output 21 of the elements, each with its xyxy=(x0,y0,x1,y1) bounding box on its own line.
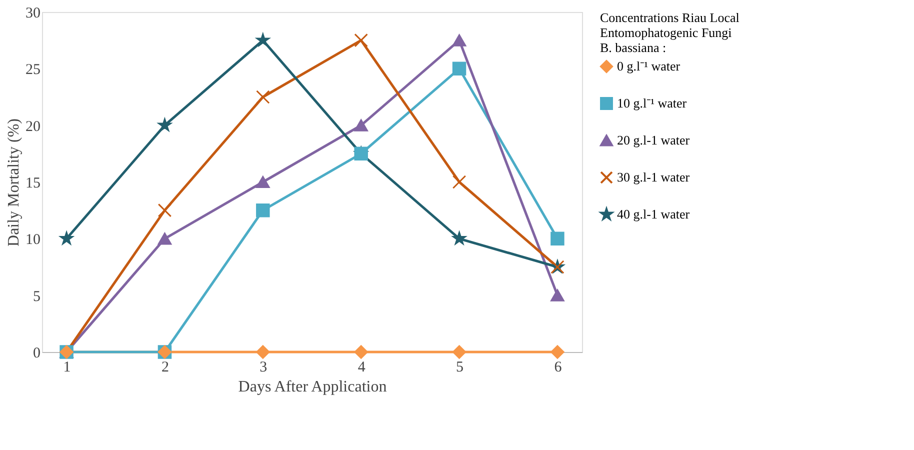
y-tick-label: 0 xyxy=(33,346,40,362)
y-tick-label: 20 xyxy=(26,118,40,135)
x-tick-label: 4 xyxy=(358,360,366,376)
y-tick-label: 10 xyxy=(26,232,40,248)
legend-title: Concentrations Riau Local Entomophatogenic Fungi B. bassiana : xyxy=(600,10,740,55)
x-tick-label: 1 xyxy=(63,360,71,376)
y-tick-label: 5 xyxy=(33,288,40,305)
x-tick-label: 6 xyxy=(554,360,562,376)
legend-label: 30 g.l-1 water xyxy=(617,170,690,184)
y-tick-label: 30 xyxy=(26,6,40,22)
x-axis-title: Days After Application xyxy=(238,378,387,396)
x-tick-label: 2 xyxy=(161,360,169,376)
legend-label: 0 g.l⁻¹ water xyxy=(617,58,681,74)
y-axis-title: Daily Mortality (%) xyxy=(6,118,22,246)
y-tick-label: 25 xyxy=(26,62,40,78)
legend-label: 20 g.l-1 water xyxy=(617,132,690,148)
legend-label: 10 g.l⁻¹ water xyxy=(617,96,688,110)
x-tick-label: 3 xyxy=(260,360,268,376)
x-tick-label: 5 xyxy=(456,360,464,376)
y-tick-label: 15 xyxy=(26,176,40,192)
legend-label: 40 g.l-1 water xyxy=(617,206,690,222)
